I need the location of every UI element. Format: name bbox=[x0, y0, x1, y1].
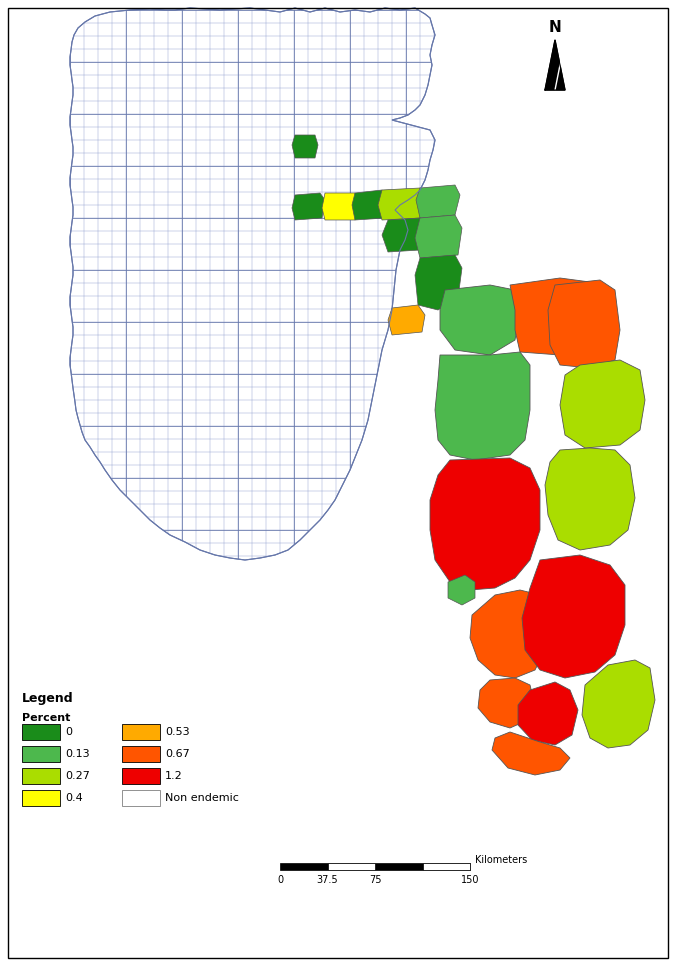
Polygon shape bbox=[492, 732, 570, 775]
Text: 0.27: 0.27 bbox=[65, 771, 90, 781]
Text: 0: 0 bbox=[65, 727, 72, 737]
Bar bbox=[122, 724, 160, 740]
Text: 1.2: 1.2 bbox=[165, 771, 183, 781]
Polygon shape bbox=[440, 285, 520, 355]
Polygon shape bbox=[555, 40, 565, 90]
Polygon shape bbox=[292, 135, 318, 158]
Polygon shape bbox=[415, 255, 462, 310]
Text: 0.13: 0.13 bbox=[65, 749, 90, 759]
Polygon shape bbox=[292, 193, 325, 220]
Polygon shape bbox=[478, 678, 535, 728]
Polygon shape bbox=[430, 458, 540, 590]
Bar bbox=[280, 863, 470, 870]
Polygon shape bbox=[435, 352, 530, 460]
Polygon shape bbox=[560, 360, 645, 448]
Text: Non endemic: Non endemic bbox=[165, 793, 239, 803]
Bar bbox=[22, 746, 60, 762]
Text: 0.53: 0.53 bbox=[165, 727, 190, 737]
Text: 75: 75 bbox=[368, 875, 381, 885]
Polygon shape bbox=[352, 190, 388, 220]
Bar bbox=[22, 724, 60, 740]
Text: Kilometers: Kilometers bbox=[475, 855, 527, 865]
Polygon shape bbox=[448, 575, 475, 605]
Bar bbox=[122, 768, 160, 784]
Polygon shape bbox=[415, 215, 462, 258]
Polygon shape bbox=[388, 305, 425, 335]
Text: 0.4: 0.4 bbox=[65, 793, 82, 803]
Bar bbox=[327, 863, 375, 870]
Bar bbox=[122, 790, 160, 806]
Polygon shape bbox=[522, 555, 625, 678]
Polygon shape bbox=[548, 280, 620, 368]
Text: Percent: Percent bbox=[22, 713, 70, 723]
Polygon shape bbox=[510, 278, 605, 355]
Bar bbox=[22, 768, 60, 784]
Polygon shape bbox=[470, 590, 548, 678]
Polygon shape bbox=[382, 218, 425, 252]
Text: 0: 0 bbox=[277, 875, 283, 885]
Polygon shape bbox=[378, 188, 425, 220]
Text: 37.5: 37.5 bbox=[316, 875, 338, 885]
Text: Legend: Legend bbox=[22, 692, 74, 705]
Polygon shape bbox=[70, 8, 435, 560]
Polygon shape bbox=[322, 193, 358, 220]
Polygon shape bbox=[545, 40, 565, 90]
Polygon shape bbox=[545, 448, 635, 550]
Polygon shape bbox=[518, 682, 578, 745]
Polygon shape bbox=[416, 185, 460, 218]
Bar bbox=[422, 863, 470, 870]
Text: 150: 150 bbox=[461, 875, 479, 885]
Polygon shape bbox=[582, 660, 655, 748]
Text: 0.67: 0.67 bbox=[165, 749, 190, 759]
Bar bbox=[122, 746, 160, 762]
Bar bbox=[22, 790, 60, 806]
Text: N: N bbox=[549, 20, 561, 35]
